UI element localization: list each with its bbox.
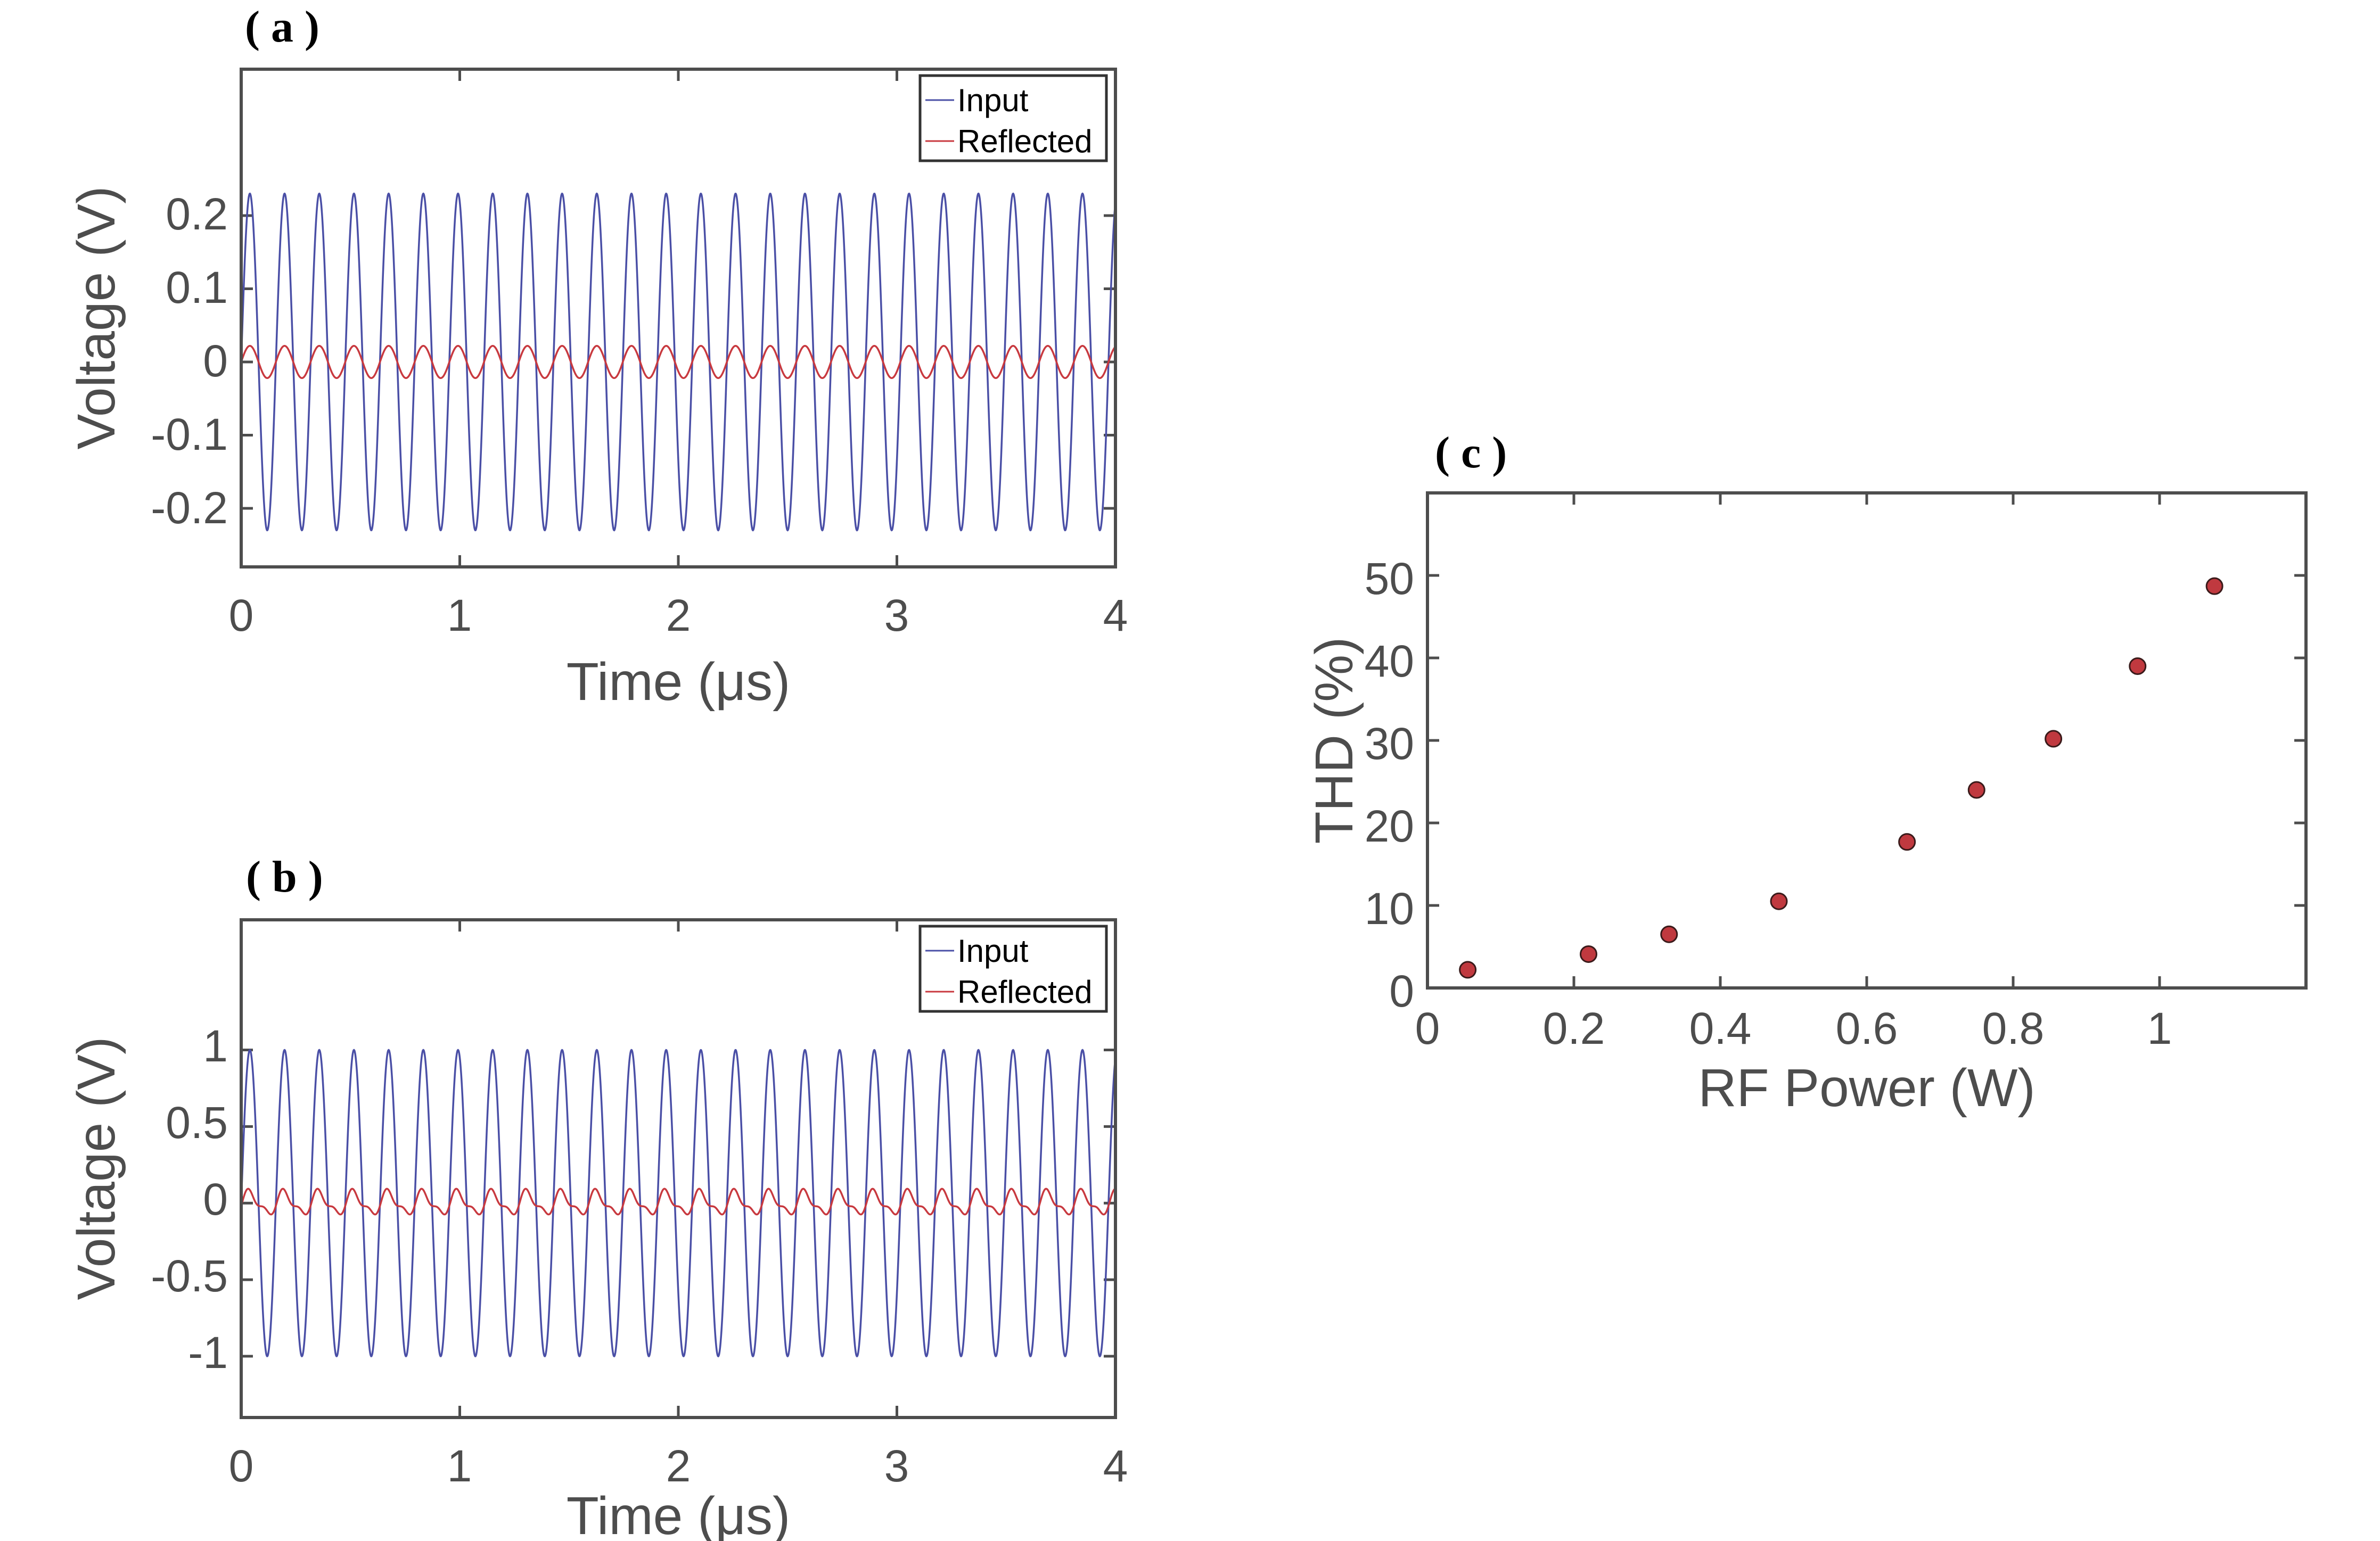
panel-a-axes-box (240, 68, 1117, 568)
panel-a-series-reflected-line (240, 344, 1117, 380)
panel-c-xtick-label: 0.2 (1543, 1003, 1605, 1053)
panel-b-xtick-label: 4 (1103, 1441, 1128, 1491)
panel-c-tick-marks (1426, 493, 2306, 990)
panel-c-ytick-label: 40 (1365, 636, 1414, 686)
panel-a-legend-input-label: Input (957, 83, 1029, 118)
panel-b-xtick-label: 2 (666, 1441, 691, 1491)
panel-b-xtick-label: 1 (447, 1441, 472, 1491)
panel-c-data-point (1770, 892, 1788, 910)
panel-c-xlabel: RF Power (W) (1698, 1058, 2035, 1118)
panel-b-lines (240, 1049, 1117, 1358)
panel-c-data-point (1580, 945, 1597, 963)
panel-b-legend-input-label: Input (957, 933, 1029, 969)
panel-a-lines (240, 192, 1117, 532)
panel-b-legend-box (918, 925, 1108, 1013)
panel-b-ytick-label: 0.5 (166, 1098, 228, 1148)
panel-c-xtick-label: 0 (1415, 1003, 1440, 1053)
panel-a-ytick-label: 0.2 (166, 189, 228, 239)
panel-b-ytick-label: 0 (203, 1174, 228, 1224)
panel-b-series-reflected-line (240, 1188, 1116, 1216)
panel-c-data-point (1898, 833, 1916, 851)
panel-c-label: ( c ) (1435, 428, 1507, 477)
panel-c-points (1459, 577, 2223, 979)
panel-c-data-point (2129, 657, 2147, 675)
panel-b-xlabel: Time (μs) (567, 1486, 791, 1541)
panel-c-xtick-label: 1 (2147, 1003, 2172, 1053)
panel-a-label: ( a ) (245, 2, 319, 52)
panel-b-ylabel: Voltage (V) (67, 1037, 126, 1300)
panel-c-data-point (2045, 730, 2063, 748)
panel-a-ytick-label: -0.2 (151, 483, 228, 533)
panel-a-xtick-label: 0 (229, 590, 254, 640)
panel-b-ytick-label: -1 (188, 1328, 228, 1378)
panel-c-xtick-label: 0.8 (1982, 1003, 2045, 1053)
panel-c-ytick-label: 50 (1365, 554, 1414, 604)
panel-c-xtick-label: 0.4 (1689, 1003, 1752, 1053)
panel-c: ( c ) 50 40 30 20 10 0 0 0.2 0.4 0.6 0.8… (1304, 428, 2308, 1118)
panel-b-xtick-label: 3 (884, 1441, 909, 1491)
panel-a-legend: Input Reflected (918, 74, 1108, 162)
panel-a-xtick-label: 2 (666, 590, 691, 640)
panel-c-axes-box (1426, 491, 2308, 990)
panel-c-data-point (1967, 781, 1985, 799)
panel-b: ( b ) Input Reflected 1 0.5 0 -0.5 -1 0 … (67, 852, 1128, 1541)
panel-b-legend: Input Reflected (918, 925, 1108, 1013)
panel-c-data-point (1459, 961, 1477, 979)
panel-a-xlabel: Time (μs) (567, 652, 791, 712)
panel-a-legend-box (918, 74, 1108, 162)
panel-c-plot-area (1427, 493, 2306, 988)
panel-a-xtick-label: 3 (884, 590, 909, 640)
panel-a-ylabel: Voltage (V) (67, 186, 126, 450)
panel-a-ytick-label: 0.1 (166, 262, 228, 312)
panel-a-ytick-label: 0 (203, 336, 228, 386)
panel-c-ylabel: THD (%) (1304, 637, 1364, 844)
panel-b-label: ( b ) (246, 852, 323, 902)
panel-c-ytick-label: 10 (1365, 884, 1414, 934)
panel-b-legend-reflected-label: Reflected (957, 974, 1092, 1010)
panel-b-xtick-label: 0 (229, 1441, 254, 1491)
panel-c-xtick-label: 0.6 (1836, 1003, 1898, 1053)
panel-b-ytick-label: -0.5 (151, 1251, 228, 1301)
panel-c-ytick-label: 0 (1389, 966, 1414, 1016)
panel-b-ytick-label: 1 (203, 1021, 228, 1071)
panel-b-axes-box (240, 918, 1117, 1419)
panel-a: ( a ) Input Reflected 0.2 0.1 0 -0.1 -0.… (67, 2, 1128, 712)
panel-a-xtick-label: 1 (447, 590, 472, 640)
panel-c-ytick-label: 30 (1365, 719, 1414, 769)
panel-a-legend-reflected-label: Reflected (957, 123, 1092, 159)
panel-c-data-point (2205, 577, 2223, 595)
panel-a-ytick-label: -0.1 (151, 409, 228, 459)
panel-c-data-point (1660, 925, 1678, 943)
panel-a-xtick-label: 4 (1103, 590, 1128, 640)
panel-c-ytick-label: 20 (1365, 801, 1414, 851)
